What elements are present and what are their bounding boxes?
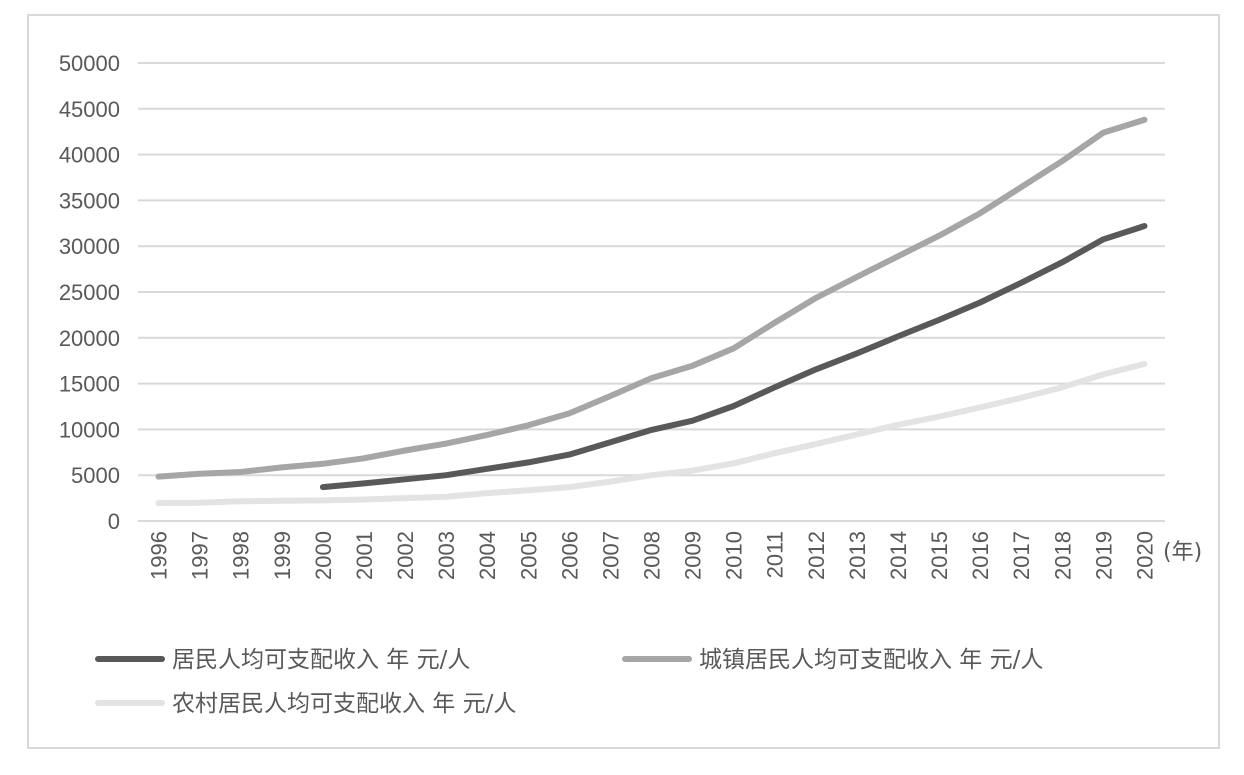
chart-frame [27, 14, 1220, 749]
x-tick-label: 2012 [804, 531, 829, 580]
x-tick-label: 2020 [1132, 531, 1157, 580]
x-tick-label: 2003 [434, 531, 459, 580]
x-tick-label: 2008 [640, 531, 665, 580]
x-axis-unit: (年) [1163, 540, 1202, 565]
x-tick-label: 1999 [270, 531, 295, 580]
y-tick-label: 20000 [59, 326, 120, 351]
y-tick-label: 35000 [59, 188, 120, 213]
x-tick-label: 2004 [475, 531, 500, 580]
y-tick-label: 0 [108, 509, 120, 534]
x-tick-label: 2017 [1009, 531, 1034, 580]
x-tick-label: 2001 [352, 531, 377, 580]
x-tick-label: 1997 [188, 531, 213, 580]
y-tick-label: 50000 [59, 51, 120, 76]
legend-label: 农村居民人均可支配收入 年 元/人 [172, 691, 516, 717]
x-tick-label: 2018 [1050, 531, 1075, 580]
legend-label: 城镇居民人均可支配收入 年 元/人 [699, 647, 1043, 673]
x-tick-label: 2019 [1091, 531, 1116, 580]
x-axis-ticks: 1996 1997 1998 1999 2000 2001 2002 2003 2004 2005… [147, 531, 1158, 580]
series-lines [155, 116, 1148, 507]
y-tick-label: 15000 [59, 372, 120, 397]
x-tick-label: 2015 [927, 531, 952, 580]
series-line-0 [319, 223, 1148, 491]
x-tick-label: 2013 [845, 531, 870, 580]
y-tick-label: 40000 [59, 143, 120, 168]
series-line-1 [155, 116, 1148, 480]
x-tick-label: 2014 [886, 531, 911, 580]
x-tick-label: 2007 [598, 531, 623, 580]
y-tick-label: 45000 [59, 97, 120, 122]
x-tick-label: 1998 [229, 531, 254, 580]
y-tick-label: 10000 [59, 417, 120, 442]
x-tick-label: 2000 [311, 531, 336, 580]
legend: 居民人均可支配收入 年 元/人 城镇居民人均可支配收入 年 元/人农村居民人均可支… [95, 647, 1043, 717]
x-tick-label: 2016 [968, 531, 993, 580]
x-tick-label: 2011 [763, 531, 788, 578]
y-axis-ticks: 0 5000 10000 15000 20000 25000 30000 35000 40000… [59, 51, 120, 534]
x-tick-label: 2010 [722, 531, 747, 580]
x-tick-label: 2006 [557, 531, 582, 580]
series-line-2 [155, 360, 1148, 507]
y-tick-label: 25000 [59, 280, 120, 305]
y-tick-label: 5000 [71, 463, 120, 488]
x-tick-label: 2005 [516, 531, 541, 580]
y-tick-label: 30000 [59, 234, 120, 259]
legend-label: 居民人均可支配收入 年 元/人 [172, 647, 470, 673]
x-tick-label: 1996 [147, 531, 172, 580]
gridlines [138, 62, 1165, 522]
x-tick-label: 2002 [393, 531, 418, 580]
x-tick-label: 2009 [681, 531, 706, 580]
